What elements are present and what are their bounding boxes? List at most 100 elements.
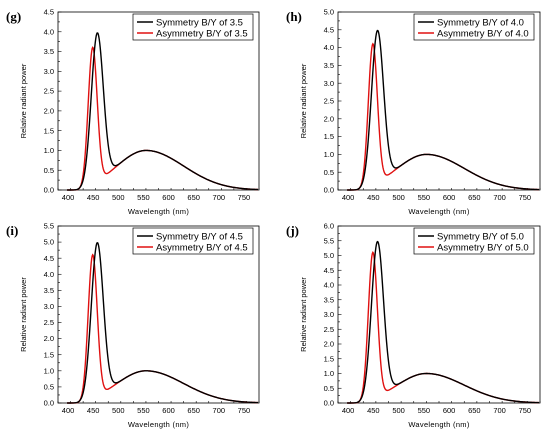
x-tick-label: 550 bbox=[137, 406, 150, 415]
y-tick-label: 3.0 bbox=[44, 302, 54, 311]
y-tick-label: 2.0 bbox=[44, 106, 54, 115]
y-tick-label: 4.5 bbox=[324, 25, 334, 34]
y-tick-label: 4.0 bbox=[324, 43, 334, 52]
y-axis-label: Relative radiant power bbox=[19, 63, 28, 138]
y-tick-label: 0.0 bbox=[44, 399, 54, 408]
chart-panel: 400 450 500 550 600 650 700 750 0.0 0.5 1.0 1.5 2.0 2… bbox=[286, 8, 541, 216]
panel-label: (h) bbox=[286, 9, 302, 24]
legend-entry: Asymmetry B/Y of 5.0 bbox=[437, 242, 529, 253]
y-tick-label: 2.0 bbox=[324, 340, 334, 349]
legend-entry: Asymmetry B/Y of 4.0 bbox=[437, 28, 529, 39]
y-tick-label: 1.5 bbox=[324, 132, 334, 141]
y-tick-label: 4.0 bbox=[44, 270, 54, 279]
x-tick-label: 700 bbox=[493, 193, 506, 202]
y-tick-label: 0.5 bbox=[324, 168, 334, 177]
x-tick-label: 550 bbox=[418, 193, 431, 202]
x-tick-label: 400 bbox=[342, 193, 355, 202]
y-axis-label: Relative radiant power bbox=[19, 277, 28, 352]
y-tick-label: 0.5 bbox=[44, 383, 54, 392]
chart-panel: 400 450 500 550 600 650 700 750 0.0 0.5 1.0 1.5 2.0 2… bbox=[6, 222, 260, 429]
y-tick-label: 3.5 bbox=[44, 47, 54, 56]
x-tick-label: 750 bbox=[519, 193, 532, 202]
x-tick-label: 550 bbox=[137, 193, 150, 202]
series-line bbox=[347, 250, 540, 404]
y-tick-label: 1.0 bbox=[324, 150, 334, 159]
x-tick-label: 400 bbox=[342, 406, 355, 415]
x-tick-label: 450 bbox=[87, 406, 100, 415]
legend-entry: Symmetry B/Y of 3.5 bbox=[156, 17, 243, 28]
legend-box bbox=[132, 13, 254, 41]
x-tick-label: 700 bbox=[213, 406, 226, 415]
y-tick-label: 3.0 bbox=[324, 310, 334, 319]
x-tick-label: 550 bbox=[418, 406, 431, 415]
series-line bbox=[67, 32, 259, 191]
y-tick-label: 0.0 bbox=[324, 186, 334, 195]
panel-label: (g) bbox=[6, 9, 21, 24]
x-tick-label: 400 bbox=[62, 193, 75, 202]
x-tick-label: 650 bbox=[468, 406, 481, 415]
x-tick-label: 700 bbox=[213, 193, 226, 202]
x-axis-label: Wavelength (nm) bbox=[128, 207, 190, 216]
y-tick-label: 2.0 bbox=[44, 334, 54, 343]
legend-entry: Symmetry B/Y of 4.5 bbox=[156, 231, 243, 242]
y-tick-label: 3.0 bbox=[324, 79, 334, 88]
y-tick-label: 5.0 bbox=[324, 251, 334, 260]
y-tick-label: 0.5 bbox=[324, 384, 334, 393]
y-tick-label: 5.5 bbox=[324, 236, 334, 245]
y-tick-label: 4.0 bbox=[324, 281, 334, 290]
y-tick-label: 1.5 bbox=[44, 350, 54, 359]
legend-entry: Symmetry B/Y of 4.0 bbox=[437, 17, 524, 28]
x-tick-label: 600 bbox=[162, 406, 175, 415]
x-tick-label: 750 bbox=[238, 193, 251, 202]
x-tick-label: 600 bbox=[443, 406, 456, 415]
y-tick-label: 3.0 bbox=[44, 67, 54, 76]
x-tick-label: 650 bbox=[187, 406, 200, 415]
y-tick-label: 3.5 bbox=[324, 61, 334, 70]
x-axis-label: Wavelength (nm) bbox=[408, 420, 470, 429]
legend-entry: Asymmetry B/Y of 3.5 bbox=[156, 28, 248, 39]
y-tick-label: 4.5 bbox=[324, 266, 334, 275]
y-tick-label: 4.5 bbox=[44, 8, 54, 17]
y-axis-label: Relative radiant power bbox=[299, 63, 308, 138]
x-tick-label: 400 bbox=[62, 406, 75, 415]
x-tick-label: 700 bbox=[493, 406, 506, 415]
panel-label: (j) bbox=[286, 223, 299, 238]
y-tick-label: 2.5 bbox=[44, 87, 54, 96]
series-line bbox=[67, 241, 259, 404]
x-axis-label: Wavelength (nm) bbox=[408, 207, 470, 216]
y-tick-label: 2.0 bbox=[324, 114, 334, 123]
x-tick-label: 450 bbox=[87, 193, 100, 202]
legend-box bbox=[132, 227, 254, 255]
legend-entry: Asymmetry B/Y of 4.5 bbox=[156, 242, 248, 253]
y-tick-label: 0.0 bbox=[324, 399, 334, 408]
x-tick-label: 650 bbox=[468, 193, 481, 202]
x-tick-label: 600 bbox=[162, 193, 175, 202]
y-tick-label: 3.5 bbox=[44, 286, 54, 295]
y-tick-label: 4.0 bbox=[44, 27, 54, 36]
y-tick-label: 0.0 bbox=[44, 186, 54, 195]
x-tick-label: 450 bbox=[367, 193, 380, 202]
series-line bbox=[67, 46, 259, 191]
chart-panel: 400 450 500 550 600 650 700 750 0.0 0.5 1.0 1.5 2.0 2… bbox=[6, 8, 260, 216]
y-tick-label: 1.0 bbox=[44, 146, 54, 155]
y-tick-label: 6.0 bbox=[324, 222, 334, 231]
y-tick-label: 3.5 bbox=[324, 295, 334, 304]
x-tick-label: 750 bbox=[519, 406, 532, 415]
y-tick-label: 5.5 bbox=[44, 222, 54, 231]
x-axis-label: Wavelength (nm) bbox=[128, 420, 190, 429]
y-tick-label: 1.0 bbox=[324, 369, 334, 378]
panel-label: (i) bbox=[6, 223, 18, 238]
y-tick-label: 2.5 bbox=[324, 97, 334, 106]
legend-box bbox=[413, 227, 535, 255]
x-tick-label: 500 bbox=[392, 406, 405, 415]
y-tick-label: 4.5 bbox=[44, 254, 54, 263]
y-tick-label: 1.0 bbox=[44, 366, 54, 375]
y-tick-label: 1.5 bbox=[324, 354, 334, 363]
legend-box bbox=[413, 13, 535, 41]
x-tick-label: 450 bbox=[367, 406, 380, 415]
